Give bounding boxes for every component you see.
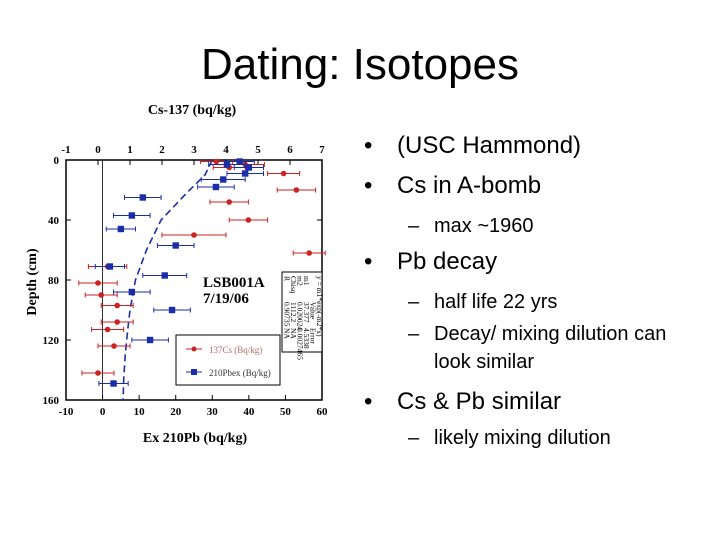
top-tick-label: 0 (95, 144, 101, 156)
legend-cs-label: 137Cs (Bq/kg) (209, 345, 262, 355)
cs137-point (114, 319, 120, 325)
fit-table-cell: 0.020024 (296, 302, 305, 330)
bottom-tick-label: 10 (134, 406, 146, 418)
bullet-text: Pb decay (397, 248, 498, 275)
core-date: 7/19/06 (203, 291, 249, 307)
fit-table-cell: NA (289, 328, 298, 339)
pb210-point (245, 164, 253, 171)
slide-title: Dating: Isotopes (201, 40, 519, 89)
bullet-text: Cs & Pb similar (397, 388, 562, 415)
y-tick-label: 40 (48, 215, 60, 227)
bullet-text: Cs in A-bomb (397, 172, 542, 199)
sub-bullet-text: max ~1960 (434, 215, 534, 237)
pb210-point (139, 194, 146, 201)
y-tick-label: 160 (43, 395, 60, 407)
top-tick-label: 1 (127, 144, 133, 156)
pb210-point (110, 380, 117, 387)
fit-table-cell: 0.90735 (283, 302, 292, 327)
pb210-point (146, 336, 154, 344)
cs137-point (95, 280, 101, 286)
legend-pb-marker (191, 369, 197, 375)
pb210-point (212, 183, 220, 191)
y-tick-label: 120 (43, 335, 60, 347)
sub-bullet-text: Decay/ mixing dilution can look similar (434, 323, 667, 373)
bottom-tick-label: -10 (59, 406, 74, 418)
bottom-tick-label: 20 (170, 406, 182, 418)
fit-table-box (281, 271, 323, 353)
cs137-point (293, 187, 300, 193)
fit-table-cell: 1112.2 (289, 302, 298, 322)
pb210-point (242, 170, 249, 177)
pb210-point (106, 263, 114, 270)
cs137-point (306, 250, 313, 256)
pb210-point (223, 161, 231, 168)
bottom-axis-label: Ex 210Pb (bq/kg) (143, 431, 248, 446)
fit-table-cell: Value (309, 302, 318, 320)
bottom-tick-label: 50 (280, 406, 292, 418)
legend-box (175, 334, 281, 386)
core-id: LSB001A (203, 275, 265, 291)
bottom-tick-label: 40 (243, 406, 255, 418)
top-tick-label: 6 (287, 144, 293, 156)
pb210-point (220, 176, 227, 183)
sub-bullet-text: likely mixing dilution (434, 427, 611, 449)
pb210-point (168, 306, 176, 314)
bottom-tick-label: 30 (207, 406, 219, 418)
y-tick-label: 80 (48, 275, 60, 287)
legend-cs-marker (191, 346, 197, 352)
fit-parameter-table: y = m1*exp(-m2*x)Value Error m1 37.377 4.533… (281, 271, 324, 360)
bullet-text: (USC Hammond) (397, 132, 582, 159)
depth-profile-chart: Cs-137 (bq/kg) Ex 210Pb (bq/kg) Depth (c… (25, 103, 329, 446)
legend-pb-label: 210Pbex (Bq/kg) (209, 368, 271, 378)
cs137-point (280, 170, 287, 177)
pb210-point (236, 158, 243, 165)
fit-table-cell: m2 (296, 276, 305, 286)
pb210-point (128, 288, 136, 296)
fit-table-cell: R (283, 276, 292, 281)
cs137-point (95, 370, 101, 376)
fit-table-cell: NA (283, 328, 292, 339)
fit-table-cell: Chisq (289, 276, 298, 294)
top-tick-label: 5 (255, 144, 261, 156)
fit-curve (122, 159, 214, 401)
sub-bullet-text: half life 22 yrs (434, 291, 558, 313)
fit-table-cell: 0.0027465 (296, 328, 305, 360)
cs137-point (104, 326, 111, 333)
top-tick-label: -1 (61, 144, 70, 156)
fit-table-cell: 4.5338 (302, 328, 311, 349)
bottom-tick-label: 60 (317, 406, 329, 418)
fit-table-cell: m1 (302, 276, 311, 286)
data-marks (78, 158, 326, 387)
pb210-point (128, 212, 136, 219)
pb210-point (161, 272, 168, 279)
fit-table-cell: Error (309, 328, 318, 344)
cs137-point (245, 217, 252, 223)
y-tick-label: 0 (54, 155, 60, 167)
chart-legend: 137Cs (Bq/kg) 210Pbex (Bq/kg) (175, 334, 281, 386)
cs137-point (111, 343, 117, 349)
fit-table-cell: y = m1*exp(-m2*x) (315, 276, 324, 337)
exponential-fit-line (122, 159, 214, 401)
bottom-tick-label: 0 (100, 406, 106, 418)
top-tick-label: 4 (223, 144, 229, 156)
cs137-point (114, 302, 120, 309)
pb210-point (172, 242, 179, 249)
cs137-point (191, 232, 197, 238)
cs137-point (213, 158, 220, 165)
cs137-point (226, 199, 232, 205)
top-tick-label: 2 (159, 144, 165, 156)
cs137-point (98, 292, 104, 298)
fit-table-cell: 37.377 (302, 302, 311, 323)
pb210-point (117, 225, 125, 233)
top-tick-label: 3 (191, 144, 197, 156)
top-axis-label: Cs-137 (bq/kg) (148, 103, 237, 118)
top-tick-label: 7 (319, 144, 325, 156)
core-label: LSB001A 7/19/06 (203, 275, 265, 307)
y-axis-label: Depth (cm) (25, 248, 40, 316)
